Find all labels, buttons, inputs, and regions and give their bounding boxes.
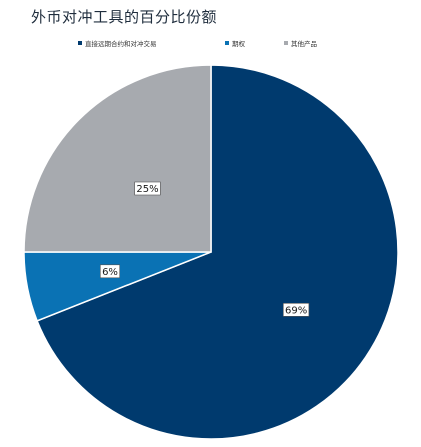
legend-item-forwards: 直接远期合约和对冲交易 bbox=[78, 38, 157, 48]
pie-slices bbox=[23, 64, 399, 440]
pie-label-box-other bbox=[134, 181, 161, 196]
legend-swatch-other bbox=[284, 41, 288, 45]
legend-label-options: 期权 bbox=[232, 40, 245, 48]
pie-slice-forwards bbox=[36, 64, 399, 440]
pie-label-text-forwards: 69% bbox=[285, 305, 307, 316]
pie-label-other: 25% bbox=[134, 181, 161, 196]
pie-label-text-other: 25% bbox=[136, 184, 158, 195]
legend-item-other: 其他产品 bbox=[284, 38, 317, 48]
chart-title: 外币对冲工具的百分比份额 bbox=[31, 8, 218, 26]
legend-swatch-options bbox=[225, 41, 229, 45]
pie-label-box-forwards bbox=[282, 302, 310, 317]
chart-legend: 直接远期合约和对冲交易 期权 其他产品 bbox=[0, 38, 421, 50]
pie-label-options: 6% bbox=[100, 264, 121, 279]
legend-label-other: 其他产品 bbox=[291, 40, 317, 48]
pie-label-text-options: 6% bbox=[102, 267, 118, 278]
pie-label-box-options bbox=[100, 264, 121, 279]
legend-item-options: 期权 bbox=[225, 38, 245, 48]
pie-slice-other bbox=[23, 64, 212, 253]
legend-swatch-forwards bbox=[78, 41, 82, 45]
pie-labels: 69% 6% 25% bbox=[100, 181, 310, 317]
pie-label-forwards: 69% bbox=[282, 302, 310, 317]
legend-label-forwards: 直接远期合约和对冲交易 bbox=[85, 40, 157, 48]
